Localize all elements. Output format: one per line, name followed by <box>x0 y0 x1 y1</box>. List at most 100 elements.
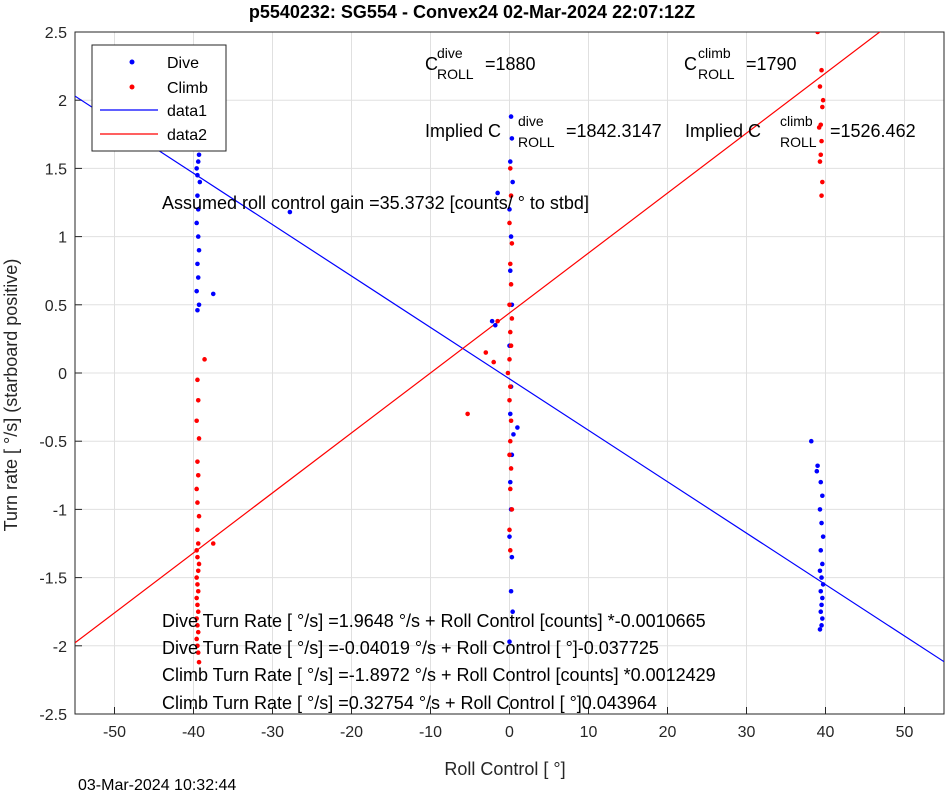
point-dive <box>818 548 824 553</box>
point-dive <box>196 302 202 308</box>
y-tick-label: 2 <box>58 93 67 110</box>
point-dive <box>510 609 515 614</box>
implied-climb-main: Implied C <box>685 121 761 141</box>
point-climb <box>507 329 513 335</box>
point-dive <box>195 172 200 178</box>
x-tick-label: 30 <box>738 724 756 741</box>
point-climb <box>202 357 207 362</box>
point-dive <box>817 627 823 632</box>
point-climb <box>509 316 515 321</box>
point-climb <box>507 261 513 267</box>
point-climb <box>820 97 826 103</box>
y-tick-label: 1.5 <box>45 161 67 178</box>
y-tick-label: -2.5 <box>39 707 67 724</box>
point-climb <box>495 318 500 324</box>
point-climb <box>507 220 512 226</box>
point-dive <box>195 307 200 313</box>
point-climb <box>195 473 201 478</box>
point-climb <box>508 193 514 198</box>
implied-dive-value: =1842.3147 <box>566 121 662 141</box>
legend-climb-marker <box>129 84 135 90</box>
implied-dive-annotation: Implied C dive ROLL =1842.3147 <box>425 113 662 150</box>
point-dive <box>819 575 824 580</box>
point-dive <box>508 234 514 239</box>
point-climb <box>819 138 824 144</box>
point-dive <box>820 561 825 567</box>
point-dive <box>509 554 515 560</box>
x-tick-label: -10 <box>419 724 442 741</box>
c-roll-climb-annotation: C climb ROLL =1790 <box>684 45 797 82</box>
implied-climb-value: =1526.462 <box>830 121 916 141</box>
point-dive <box>818 609 824 614</box>
point-dive <box>820 616 825 621</box>
timestamp: 03-Mar-2024 10:32:44 <box>78 777 236 792</box>
point-dive <box>195 234 201 239</box>
fit-line-data2 <box>75 32 881 644</box>
point-dive <box>507 639 512 645</box>
point-climb <box>507 357 512 362</box>
c-climb-value: =1790 <box>746 54 797 74</box>
point-dive <box>194 166 199 171</box>
point-dive <box>507 411 513 417</box>
point-climb <box>195 643 200 649</box>
point-climb <box>508 343 514 349</box>
point-climb <box>195 554 200 560</box>
point-climb <box>507 302 512 308</box>
c-climb-main: C <box>684 54 697 74</box>
x-axis-label: Roll Control [ °] <box>444 759 565 779</box>
point-dive <box>195 159 201 164</box>
implied-climb-sup: climb <box>780 113 813 129</box>
y-tick-label: 0 <box>58 366 67 383</box>
x-tick-label: -50 <box>103 724 126 741</box>
point-climb <box>508 466 514 471</box>
point-climb <box>507 166 513 171</box>
point-climb <box>195 609 201 614</box>
point-dive <box>492 322 498 328</box>
point-climb <box>509 507 515 512</box>
equation-dive-counts: Dive Turn Rate [ °/s] =1.9648 °/s + Roll… <box>162 611 706 631</box>
point-dive <box>508 588 514 594</box>
y-tick-label: -2 <box>53 639 67 656</box>
point-dive <box>197 179 203 185</box>
legend-dive-marker <box>129 59 135 65</box>
x-tick-label: -30 <box>261 724 284 741</box>
point-climb <box>509 241 515 246</box>
fit-lines <box>75 32 944 663</box>
point-dive <box>195 261 200 267</box>
point-climb <box>195 650 201 655</box>
fit-line-data1 <box>75 95 944 663</box>
point-climb <box>195 629 201 635</box>
point-climb <box>818 122 824 128</box>
y-tick-label: 1 <box>58 230 67 247</box>
point-dive <box>495 190 500 196</box>
point-climb <box>507 384 513 389</box>
point-climb <box>195 397 201 403</box>
point-dive <box>820 595 825 601</box>
implied-dive-sub: ROLL <box>518 134 555 150</box>
implied-dive-sup: dive <box>518 113 544 129</box>
point-climb <box>196 659 202 665</box>
x-tick-label: -40 <box>182 724 205 741</box>
point-climb <box>465 411 470 417</box>
legend-dive-label: Dive <box>167 55 199 72</box>
point-dive <box>507 268 513 274</box>
point-climb <box>194 616 199 621</box>
legend-box <box>91 44 227 152</box>
point-dive <box>489 318 495 324</box>
point-dive <box>515 425 520 430</box>
point-climb <box>196 513 202 519</box>
point-dive <box>818 479 824 485</box>
legend-data2-label: data2 <box>167 127 207 144</box>
point-climb <box>483 350 489 355</box>
c-dive-main: C <box>425 54 438 74</box>
point-dive <box>817 568 823 574</box>
x-tick-label: 50 <box>896 724 914 741</box>
c-dive-sub: ROLL <box>437 66 474 82</box>
x-tick-label: 20 <box>659 724 677 741</box>
gain-annotation: Assumed roll control gain =35.3732 [coun… <box>162 193 589 213</box>
point-dive <box>509 136 515 141</box>
c-dive-sup: dive <box>437 45 463 61</box>
y-tick-label: -1 <box>53 502 67 519</box>
